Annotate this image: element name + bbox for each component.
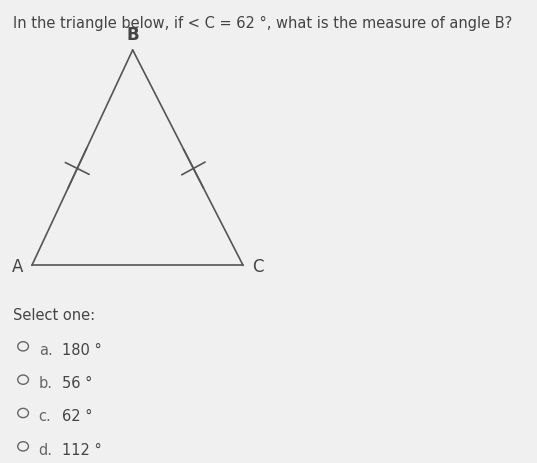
Text: C: C — [252, 257, 263, 275]
Text: In the triangle below, if < C = 62 °, what is the measure of angle B?: In the triangle below, if < C = 62 °, wh… — [13, 16, 513, 31]
Text: c.: c. — [39, 409, 52, 424]
Text: A: A — [12, 257, 23, 275]
Text: d.: d. — [39, 443, 53, 457]
Text: 112 °: 112 ° — [62, 443, 101, 457]
Text: 56 °: 56 ° — [62, 376, 92, 391]
Text: a.: a. — [39, 343, 53, 357]
Text: 62 °: 62 ° — [62, 409, 92, 424]
Text: Select one:: Select one: — [13, 308, 96, 323]
Text: 180 °: 180 ° — [62, 343, 101, 357]
Text: B: B — [126, 26, 139, 44]
Text: b.: b. — [39, 376, 53, 391]
